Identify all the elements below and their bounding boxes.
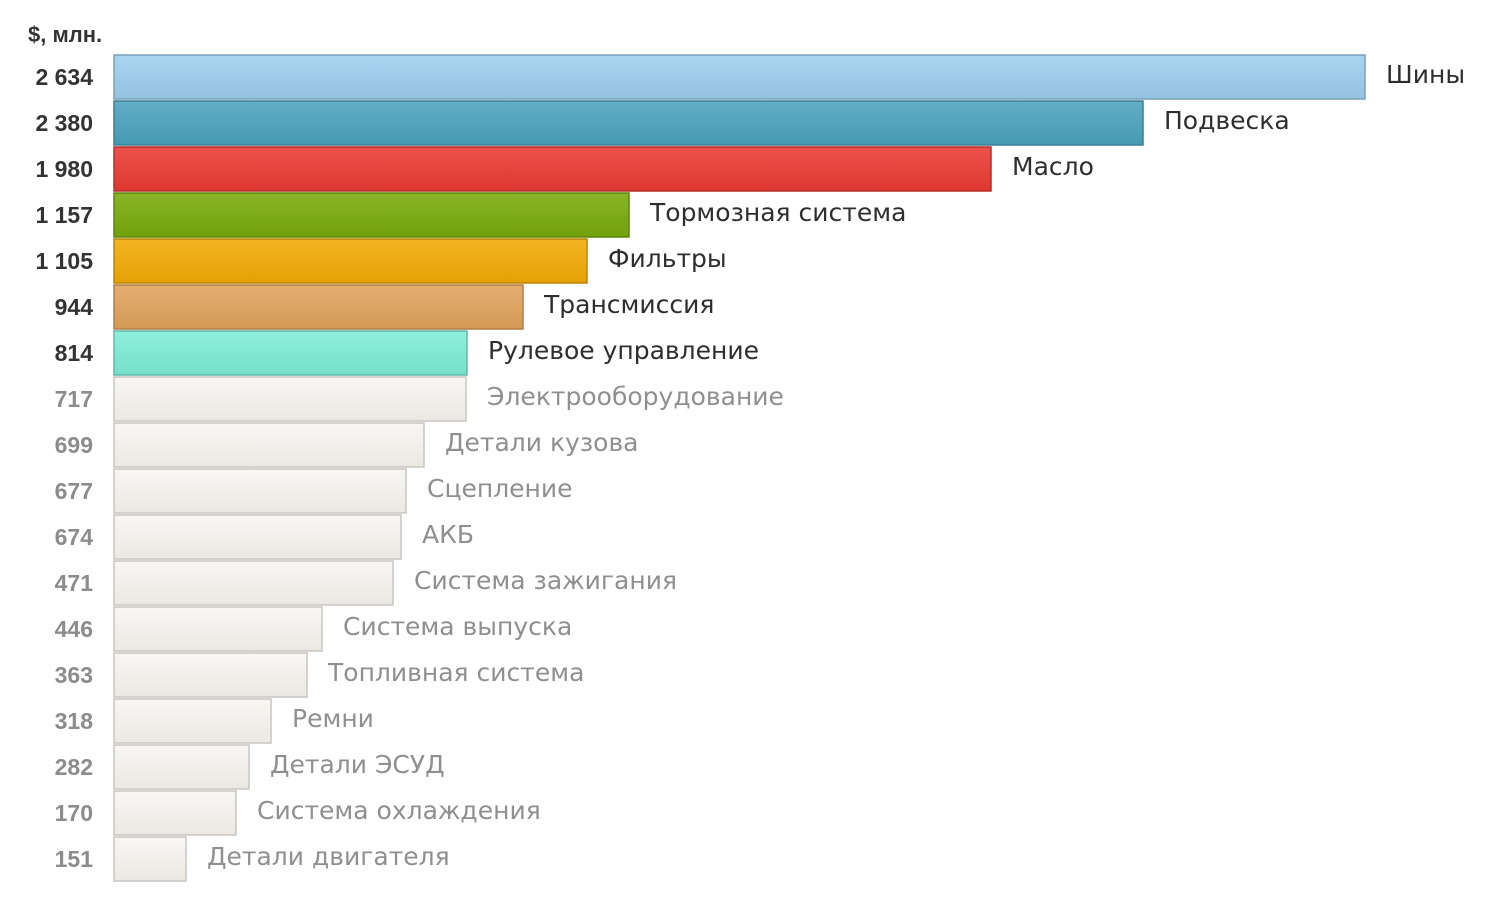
bar-система-выпуска	[113, 606, 323, 652]
category-label: Система зажигания	[414, 566, 677, 595]
category-label: Фильтры	[608, 244, 727, 273]
category-label: Система охлаждения	[257, 796, 541, 825]
value-label: 2 380	[35, 110, 93, 136]
value-label: 471	[55, 570, 94, 596]
bar-детали-эсуд	[113, 744, 250, 790]
value-label: 677	[55, 478, 93, 504]
bar-электрооборудование	[113, 376, 467, 422]
value-label: 446	[55, 616, 93, 642]
value-label: 944	[55, 294, 94, 320]
value-label: 814	[55, 340, 94, 366]
category-label: Шины	[1386, 60, 1465, 89]
category-label: Подвеска	[1164, 106, 1290, 135]
category-label: Электрооборудование	[487, 382, 784, 411]
bar-фильтры	[113, 238, 588, 284]
bar-рулевое-управление	[113, 330, 468, 376]
value-label: 2 634	[35, 64, 93, 90]
bar-детали-кузова	[113, 422, 425, 468]
category-label: Рулевое управление	[488, 336, 759, 365]
bar-система-зажигания	[113, 560, 394, 606]
bar-тормозная-система	[113, 192, 630, 238]
bar-система-охлаждения	[113, 790, 237, 836]
value-label: 674	[55, 524, 94, 550]
value-label: 699	[55, 432, 93, 458]
bar-сцепление	[113, 468, 407, 514]
bar-подвеска	[113, 100, 1144, 146]
value-label: 151	[55, 846, 94, 872]
category-label: Масло	[1012, 152, 1094, 181]
bar-детали-двигателя	[113, 836, 187, 882]
value-label: 170	[55, 800, 93, 826]
category-label: Детали ЭСУД	[270, 750, 445, 779]
category-label: АКБ	[422, 520, 474, 549]
bar-топливная-система	[113, 652, 308, 698]
value-label: 1 105	[35, 248, 93, 274]
bar-ремни	[113, 698, 272, 744]
bar-акб	[113, 514, 402, 560]
category-label: Система выпуска	[343, 612, 572, 641]
bars-group: 2 634 Шины 2 380 Подвеска 1 980 Масло 1 157 Тор…	[35, 54, 1465, 882]
value-label: 363	[55, 662, 93, 688]
category-label: Тормозная система	[649, 198, 906, 227]
value-label: 282	[55, 754, 93, 780]
category-label: Детали кузова	[445, 428, 639, 457]
value-label: 1 980	[35, 156, 93, 182]
bar-шины	[113, 54, 1366, 100]
value-label: 1 157	[35, 202, 93, 228]
category-label: Топливная система	[327, 658, 584, 687]
unit-label: $, млн.	[28, 22, 102, 47]
category-label: Ремни	[292, 704, 374, 733]
value-label: 318	[55, 708, 94, 734]
bar-масло	[113, 146, 992, 192]
bar-трансмиссия	[113, 284, 524, 330]
category-label: Сцепление	[427, 474, 573, 503]
value-label: 717	[55, 386, 93, 412]
category-label: Детали двигателя	[207, 842, 450, 871]
category-label: Трансмиссия	[543, 290, 714, 319]
